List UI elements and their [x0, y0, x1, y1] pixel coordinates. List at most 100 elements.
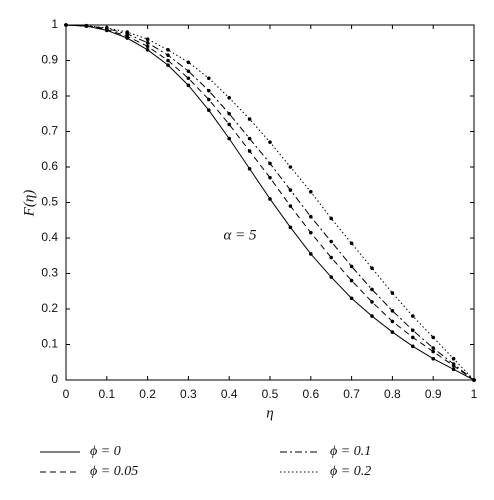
point: [186, 83, 191, 88]
point: [145, 37, 150, 41]
point: [166, 53, 170, 57]
point: [349, 241, 354, 246]
point: [145, 44, 150, 49]
legend-label: ϕ = 0.2: [330, 464, 371, 479]
point: [431, 335, 436, 340]
point: [451, 362, 456, 366]
point: [431, 349, 436, 354]
y-tick-label: 0.9: [41, 53, 58, 67]
y-tick-label: 0.5: [41, 195, 58, 209]
point: [309, 252, 313, 256]
point: [247, 166, 252, 171]
point: [370, 314, 374, 318]
point: [431, 356, 436, 361]
x-tick-label: 0.2: [139, 387, 156, 401]
point: [370, 266, 374, 270]
point: [451, 356, 456, 361]
point: [329, 239, 334, 244]
plot-frame: [65, 24, 475, 381]
point: [349, 264, 354, 269]
legend-label: ϕ = 0: [90, 444, 121, 459]
point: [309, 230, 313, 235]
line: [65, 24, 475, 381]
point: [390, 291, 395, 295]
x-tick-label: 0.8: [384, 387, 401, 401]
x-tick-label: 1: [471, 387, 478, 401]
point: [390, 330, 395, 334]
y-tick-label: 0.2: [41, 301, 58, 315]
point: [390, 319, 395, 324]
y-axis-label: F(η): [21, 190, 37, 218]
x-axis-label: η: [266, 405, 273, 421]
point: [370, 300, 374, 304]
point: [411, 335, 415, 340]
point: [207, 76, 211, 81]
point: [64, 23, 68, 27]
line: [65, 24, 475, 381]
point: [329, 255, 334, 260]
point: [186, 69, 191, 73]
y-tick-label: 0.7: [41, 124, 58, 138]
y-tick-label: 0.8: [41, 88, 58, 102]
x-tick-label: 0.4: [221, 387, 238, 401]
y-tick-label: 1: [51, 17, 58, 31]
legend-label: ϕ = 0.05: [90, 464, 138, 479]
point: [227, 111, 231, 116]
point: [125, 34, 129, 39]
point: [207, 108, 211, 112]
point: [451, 367, 456, 372]
point: [125, 30, 129, 34]
point: [472, 378, 476, 382]
point: [329, 275, 334, 279]
point: [268, 175, 272, 180]
point: [268, 197, 272, 201]
y-tick-label: 0.4: [41, 230, 58, 244]
point: [166, 48, 170, 52]
point: [349, 278, 354, 283]
point: [288, 165, 293, 169]
x-tick-label: 0.9: [425, 387, 442, 401]
x-tick-label: 0.7: [343, 387, 360, 401]
point: [227, 95, 231, 100]
point: [268, 140, 272, 144]
point: [411, 344, 415, 349]
point: [105, 26, 109, 30]
point: [349, 296, 354, 301]
point: [227, 136, 231, 141]
x-tick-label: 0: [63, 387, 70, 401]
point: [166, 58, 170, 63]
legend-label: ϕ = 0.1: [330, 444, 371, 459]
x-tick-label: 0.6: [302, 387, 319, 401]
point: [268, 161, 272, 166]
y-tick-label: 0.6: [41, 159, 58, 173]
point: [186, 60, 191, 65]
point: [390, 308, 395, 313]
point: [145, 48, 150, 52]
point: [84, 23, 89, 28]
point: [329, 216, 334, 221]
x-tick-label: 0.1: [98, 387, 115, 401]
point: [309, 190, 313, 194]
point: [370, 287, 374, 292]
point: [411, 328, 415, 333]
point: [166, 63, 170, 67]
point: [207, 97, 211, 102]
y-tick-label: 0.1: [41, 337, 58, 351]
point: [247, 136, 252, 141]
point: [145, 40, 150, 45]
point: [431, 346, 436, 350]
point: [247, 149, 252, 153]
point: [227, 122, 231, 127]
point: [288, 225, 293, 230]
line: [65, 24, 475, 381]
point: [411, 314, 415, 318]
y-tick-label: 0.3: [41, 266, 58, 280]
x-tick-label: 0.5: [262, 387, 279, 401]
point: [288, 188, 293, 192]
point: [309, 214, 313, 219]
point: [247, 117, 252, 121]
point: [186, 76, 191, 81]
line: [65, 24, 475, 381]
y-tick-label: 0: [51, 372, 58, 386]
